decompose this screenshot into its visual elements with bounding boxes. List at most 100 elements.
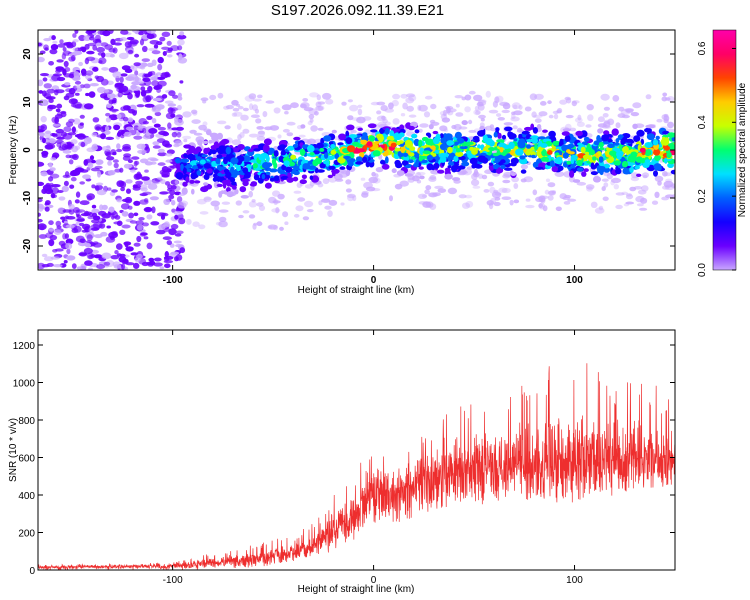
heatmap-blob [512,125,518,130]
heatmap-blob [69,154,78,159]
heatmap-blob [469,157,478,165]
heatmap-hotspot [390,142,397,148]
heatmap-blob [455,151,464,157]
heatmap-blob [458,155,466,161]
snr-frame [37,329,676,571]
heatmap-blob [175,126,184,131]
heatmap-blob [87,42,97,47]
heatmap-blob [466,166,474,170]
heatmap-blob [38,181,45,186]
heatmap-blob [438,152,448,159]
heatmap-blob [91,204,97,209]
heatmap-blob [134,160,140,166]
heatmap-blob [132,30,139,33]
heatmap-blob [269,177,275,182]
heatmap-blob [261,173,266,180]
heatmap-blob [68,87,76,95]
heatmap-blob [177,45,183,51]
heatmap-blob [492,152,500,157]
heatmap-blob [400,113,406,117]
heatmap-blob [78,252,87,256]
heatmap-blob [482,134,488,143]
heatmap-blob [165,159,173,163]
heatmap-blob [47,104,53,112]
heatmap-blob [562,152,569,159]
heatmap-blob [394,147,401,152]
heatmap-hotspot [290,154,297,160]
heatmap-blob [663,115,670,122]
heatmap-blob [461,120,468,126]
heatmap-blob [167,165,175,170]
heatmap-blob [174,119,184,126]
heatmap-blob [210,149,217,155]
heatmap-blob [432,136,440,145]
heatmap-blob [501,187,511,194]
heatmap-blob [56,59,64,63]
heatmap-blob [180,163,184,171]
heatmap-blob [196,198,207,205]
heatmap-blob [430,103,437,110]
heatmap-blob [663,172,672,177]
heatmap-blob [564,96,571,101]
heatmap-blob [76,133,86,140]
heatmap-blob [223,168,230,174]
heatmap-blob [230,166,235,173]
heatmap-blob [607,118,615,126]
heatmap-blob [174,140,183,147]
heatmap-blob [519,155,526,160]
heatmap-x-axis-label: Height of straight line (km) [298,285,415,296]
heatmap-blob [118,52,129,60]
heatmap-blob [92,242,103,248]
heatmap-blob [389,195,393,202]
heatmap-blob [633,186,643,190]
heatmap-blob [101,252,112,260]
heatmap-blob [631,172,639,179]
heatmap-blob [511,102,521,110]
heatmap-blob [40,73,49,77]
heatmap-blob [563,201,571,205]
heatmap-blob [559,99,568,105]
heatmap-blob [48,138,57,144]
heatmap-blob [150,76,156,81]
heatmap-blob [63,126,72,132]
heatmap-x-tick-label: 0 [371,275,377,286]
heatmap-blob [328,165,336,170]
heatmap-blob [72,33,77,38]
heatmap-blob [656,118,663,123]
heatmap-blob [117,91,123,98]
heatmap-blob [176,132,182,138]
heatmap-blob [75,191,81,198]
heatmap-blob [360,139,368,144]
heatmap-blob [83,103,94,110]
heatmap-blob [237,134,242,141]
heatmap-blob [286,132,294,137]
heatmap-blob [623,203,630,207]
heatmap-x-tick-label: -100 [163,275,183,286]
heatmap-blob [444,105,454,110]
heatmap-blob [362,132,368,137]
heatmap-blob [73,71,80,79]
heatmap-blob [493,164,499,170]
heatmap-blob [122,155,131,161]
heatmap-blob [447,165,452,169]
heatmap-blob [182,111,192,118]
heatmap-blob [157,162,166,166]
heatmap-blob [484,125,493,131]
heatmap-blob [308,114,315,120]
heatmap-blob [252,223,257,230]
heatmap-blob [443,109,447,117]
heatmap-blob [341,101,347,106]
heatmap-blob [147,183,158,190]
heatmap-blob [72,39,79,43]
heatmap-blob [271,208,281,213]
heatmap-blob [615,192,625,196]
heatmap-blob [238,106,244,110]
heatmap-blob [74,199,80,204]
heatmap-blob [256,202,264,207]
heatmap-blob [499,147,504,153]
heatmap-blob [548,114,554,119]
heatmap-blob [231,139,242,146]
heatmap-blob [56,76,66,82]
heatmap-blob [96,46,105,53]
